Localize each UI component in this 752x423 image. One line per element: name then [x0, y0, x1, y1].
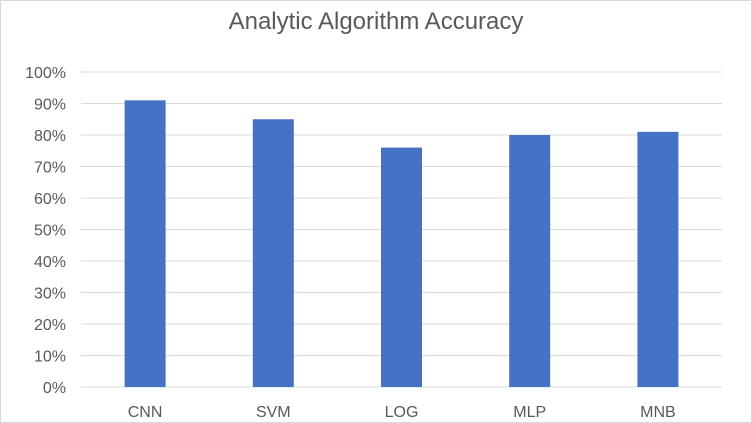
- x-tick-label: LOG: [385, 404, 419, 421]
- bar-svm: [252, 119, 294, 387]
- bar-log: [381, 147, 422, 387]
- x-tick-label: MLP: [513, 404, 546, 421]
- x-tick-label: CNN: [128, 404, 163, 421]
- y-tick-label: 40%: [34, 254, 66, 271]
- x-tick-label: MNB: [640, 404, 676, 421]
- bar-mnb: [637, 131, 679, 387]
- y-tick-label: 20%: [34, 317, 66, 334]
- chart-title: Analytic Algorithm Accuracy: [228, 8, 524, 35]
- bars: [124, 100, 679, 387]
- bar-cnn: [124, 100, 166, 387]
- x-axis-ticks: CNN SVM LOG MLP MNB: [128, 404, 676, 421]
- x-tick-label: SVM: [256, 404, 291, 421]
- y-tick-label: 10%: [34, 349, 66, 366]
- y-tick-label: 90%: [34, 97, 66, 114]
- y-tick-label: 0%: [43, 380, 66, 397]
- y-tick-label: 50%: [34, 223, 66, 240]
- y-tick-label: 70%: [34, 160, 66, 177]
- y-tick-label: 30%: [34, 286, 66, 303]
- bar-mlp: [509, 135, 551, 387]
- y-axis-ticks: 0% 10% 20% 30% 40% 50% 60% 70% 80% 90% 100%: [25, 65, 66, 397]
- y-tick-label: 60%: [34, 191, 66, 208]
- y-tick-label: 80%: [34, 128, 66, 145]
- y-tick-label: 100%: [25, 65, 66, 82]
